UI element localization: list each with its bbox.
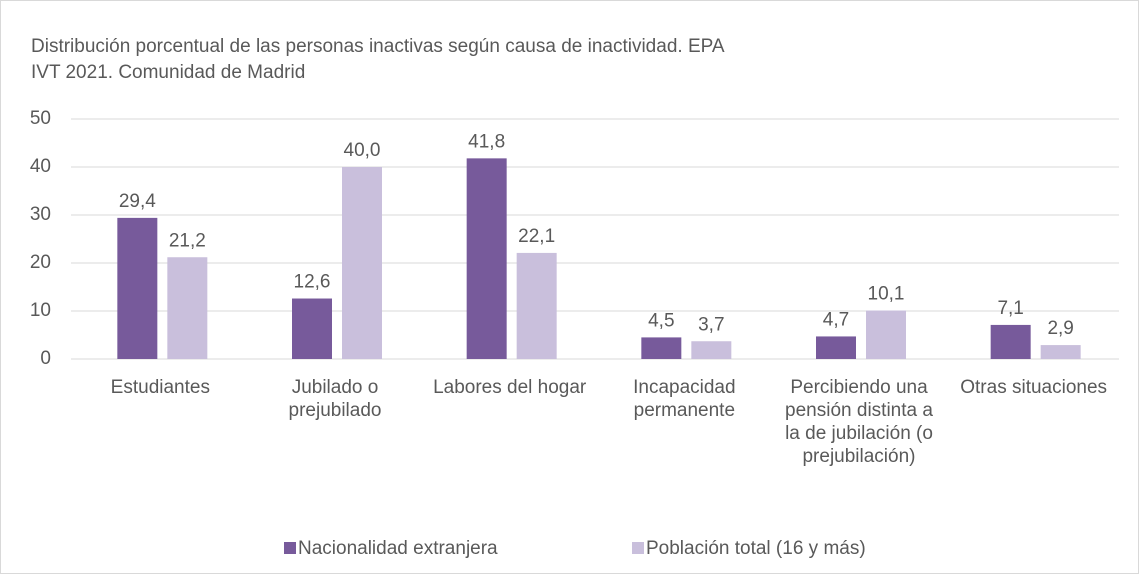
x-tick-label: Percibiendo una pensión distinta a la de… xyxy=(785,377,933,467)
y-tick-label: 20 xyxy=(30,252,51,273)
data-label: 41,8 xyxy=(468,131,505,152)
bar xyxy=(1040,345,1081,359)
bar xyxy=(816,336,856,359)
chart-title: Distribución porcentual de las personas … xyxy=(31,36,725,57)
y-tick-label: 40 xyxy=(30,156,51,177)
data-label: 21,2 xyxy=(169,230,206,251)
x-tick-label: Otras situaciones xyxy=(960,377,1108,398)
legend-label: Población total (16 y más) xyxy=(646,538,866,559)
legend-swatch xyxy=(632,542,644,554)
data-label: 3,7 xyxy=(698,314,724,335)
chart-title: IVT 2021. Comunidad de Madrid xyxy=(31,62,305,83)
bar xyxy=(990,324,1031,359)
bar xyxy=(167,257,208,359)
x-tick-label: Labores del hogar xyxy=(433,377,587,398)
data-label: 10,1 xyxy=(868,284,905,305)
y-tick-label: 50 xyxy=(30,108,51,129)
bar xyxy=(292,298,332,359)
y-tick-label: 0 xyxy=(40,348,51,369)
bar xyxy=(641,337,682,359)
y-tick-label: 10 xyxy=(30,300,51,321)
bar xyxy=(866,310,906,359)
y-tick-label: 30 xyxy=(30,204,51,225)
x-tick-label: Estudiantes xyxy=(110,377,210,398)
data-label: 29,4 xyxy=(119,191,156,212)
data-label: 2,9 xyxy=(1047,318,1073,339)
data-label: 4,5 xyxy=(648,310,674,331)
x-tick-label: Jubilado o prejubilado xyxy=(288,377,382,421)
x-tick-label: Incapacidad permanente xyxy=(633,377,736,421)
data-label: 22,1 xyxy=(518,226,555,247)
data-label: 7,1 xyxy=(997,298,1023,319)
bar xyxy=(466,158,507,359)
bar xyxy=(516,252,557,359)
legend-swatch xyxy=(284,542,296,554)
bar xyxy=(691,341,732,359)
data-label: 4,7 xyxy=(823,309,849,330)
data-label: 40,0 xyxy=(344,140,381,161)
data-label: 12,6 xyxy=(294,272,331,293)
legend-label: Nacionalidad extranjera xyxy=(298,538,498,559)
bar xyxy=(342,167,382,359)
bar xyxy=(117,217,158,359)
